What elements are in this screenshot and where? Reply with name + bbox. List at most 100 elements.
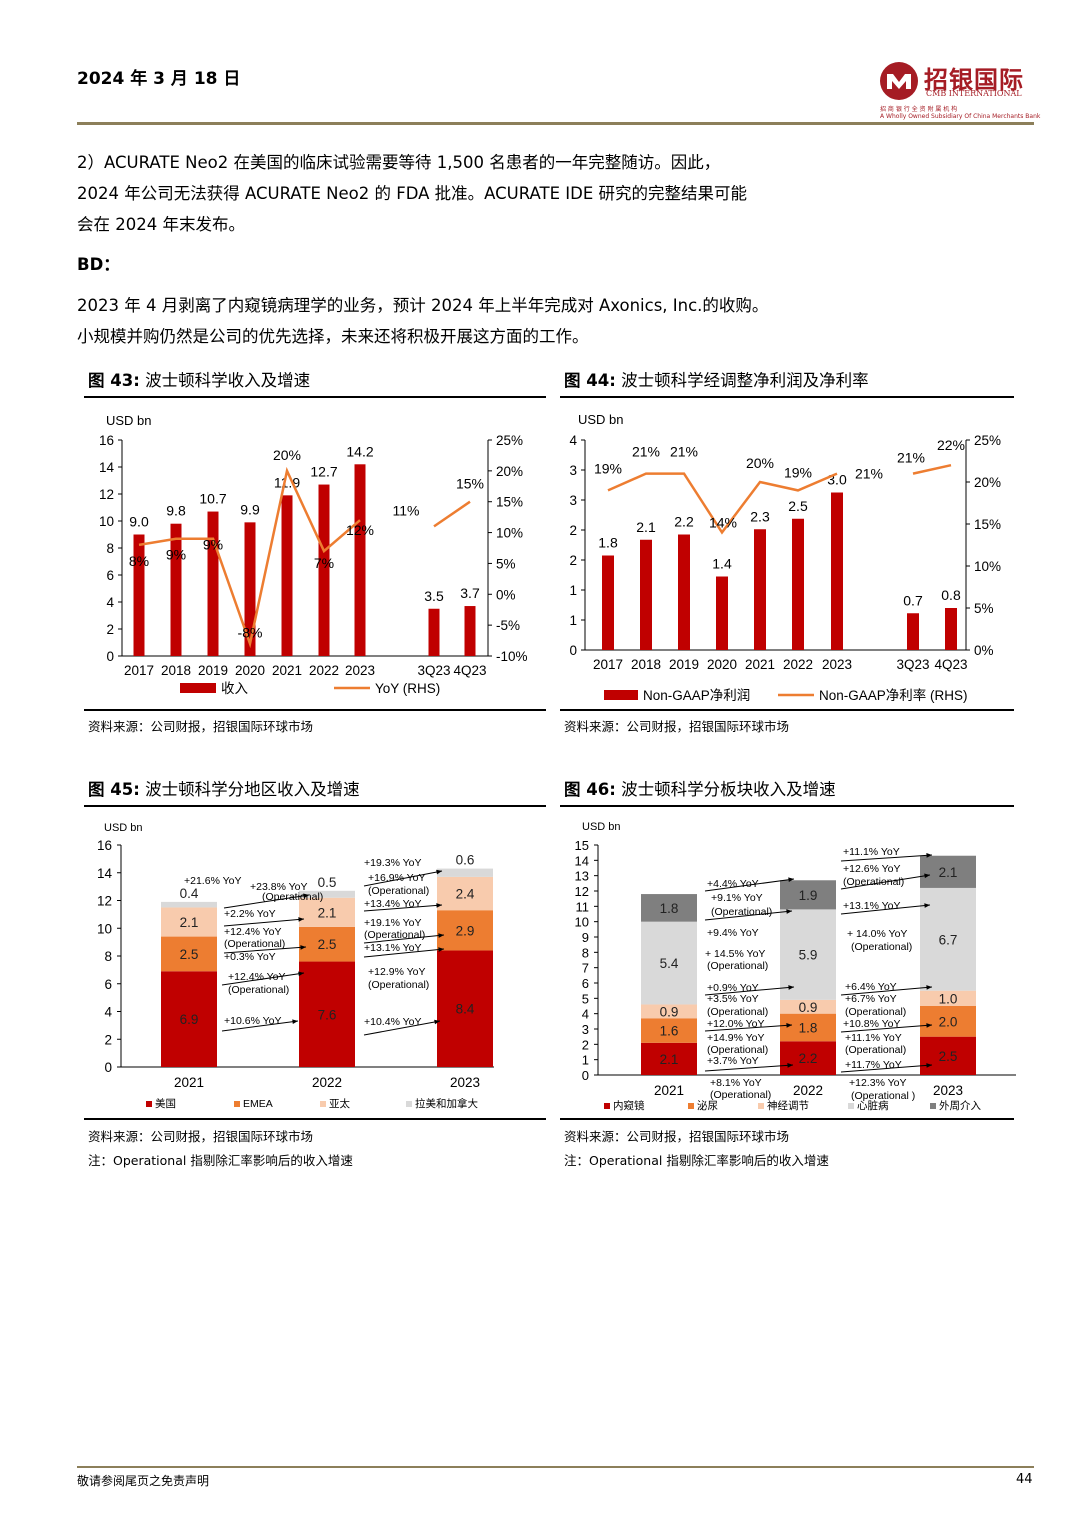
x-tick-label: 2023 — [933, 1083, 963, 1098]
legend-label-bar: Non-GAAP净利润 — [643, 688, 750, 703]
bar — [318, 484, 330, 656]
segment-value-label: 2.5 — [318, 937, 337, 952]
segment-value-label: 0.9 — [799, 1000, 818, 1015]
text-line: 2023 年 4 月剥离了内窥镜病理学的业务，预计 2024 年上半年完成对 A… — [77, 296, 769, 315]
segment-value-label: 2.1 — [180, 915, 199, 930]
growth-arrow — [704, 1064, 794, 1072]
y-tick-label: 3 — [582, 1022, 589, 1037]
growth-arrow — [840, 1064, 933, 1073]
growth-annotation: +11.1% YoY — [843, 846, 900, 858]
figure-45-top-rule — [84, 805, 546, 807]
growth-arrow-head — [298, 971, 304, 977]
segment-value-label: 1.0 — [939, 991, 958, 1006]
figure-45-source: 资料来源：公司财报，招银国际环球市场 — [88, 1129, 314, 1144]
stack-segment — [920, 1036, 976, 1075]
line-value-label: 21% — [897, 450, 925, 466]
stack-segment — [780, 999, 836, 1014]
stack-segment — [920, 855, 976, 888]
stack-segment — [161, 901, 217, 908]
growth-arrow — [704, 986, 795, 996]
growth-annotation: +12.9% YoY — [368, 966, 426, 978]
y-tick-label: 2 — [106, 622, 114, 637]
growth-annotation: +6.7% YoY — [845, 993, 897, 1005]
stack-segment — [641, 1018, 697, 1043]
stack-segment — [299, 926, 355, 962]
bar-value-label: 1.8 — [598, 535, 618, 551]
stack-segment — [299, 897, 355, 927]
growth-arrow-head — [924, 903, 930, 908]
growth-arrow — [704, 910, 793, 921]
segment-value-label: 2.1 — [939, 865, 958, 880]
growth-annotation: (Operational) — [707, 1006, 768, 1018]
paragraph-acurate: 2）ACURATE Neo2 在美国的临床试验需要等待 1,500 名患者的一年… — [77, 147, 747, 240]
x-tick-label: 2023 — [450, 1075, 480, 1090]
bar-value-label: 0.7 — [903, 592, 923, 608]
figure-43-top-rule — [84, 396, 546, 398]
bar — [133, 534, 145, 656]
y-tick-label: 14 — [99, 460, 115, 475]
line-value-label: 11% — [393, 502, 420, 518]
growth-arrow — [363, 904, 443, 912]
bar-value-label: 11.9 — [274, 474, 300, 490]
stack-segment — [161, 971, 217, 1067]
y-tick-label: 11 — [576, 899, 590, 914]
bar-value-label: 12.7 — [310, 464, 337, 480]
growth-annotation: +13.4% YoY — [364, 898, 422, 910]
figure-45-bottom-rule — [84, 1118, 546, 1120]
growth-annotation: +9.1% YoY — [711, 892, 763, 904]
y-tick-label: 12 — [575, 884, 589, 899]
segment-value-label: 0.4 — [180, 886, 199, 901]
line-value-label: 7% — [314, 555, 334, 571]
growth-annotation: +10.6% YoY — [224, 1015, 282, 1027]
growth-arrow-head — [300, 945, 306, 950]
segment-value-label: 5.4 — [660, 956, 679, 971]
y-axis-unit: USD bn — [578, 412, 624, 427]
y2-tick-label: 5% — [974, 601, 994, 616]
y-tick-label: 8 — [106, 541, 114, 556]
y-tick-label: 4 — [582, 1007, 589, 1022]
y2-tick-label: -10% — [496, 649, 528, 664]
growth-arrow — [840, 1024, 933, 1033]
text-line: 小规模并购仍然是公司的优先选择，未来还将积极开展这方面的工作。 — [77, 327, 589, 346]
figure-43-bottom-rule — [84, 709, 546, 711]
bar — [792, 518, 804, 650]
text-line: 2024 年公司无法获得 ACURATE Neo2 的 FDA 批准。ACURA… — [77, 184, 748, 203]
y-tick-label: 5 — [582, 991, 589, 1006]
legend-swatch — [848, 1103, 854, 1109]
figure-43-title: 图 43: 波士顿科学收入及增速 — [88, 371, 311, 390]
bar-value-label: 10.7 — [199, 491, 226, 507]
bar — [207, 511, 219, 656]
y-axis-unit: USD bn — [106, 413, 152, 428]
growth-arrow — [223, 894, 310, 909]
x-tick-label: 2020 — [707, 657, 737, 672]
y2-tick-label: 0% — [496, 587, 516, 602]
x-tick-label: 2022 — [793, 1083, 823, 1098]
stack-segment — [641, 894, 697, 922]
x-tick-label: 2020 — [235, 663, 265, 678]
growth-annotation: (Operational) — [228, 984, 289, 996]
growth-arrow-head — [438, 947, 444, 952]
x-tick-label: 2017 — [593, 657, 623, 672]
y2-tick-label: 25% — [496, 433, 523, 448]
growth-annotation: (Operational) — [843, 876, 904, 888]
growth-arrow-head — [303, 893, 309, 899]
bar-value-label: 9.0 — [129, 514, 149, 530]
ratio-line-annual — [138, 466, 361, 649]
growth-annotation: +10.4% YoY — [364, 1016, 422, 1028]
growth-annotation: (Operational) — [707, 1044, 768, 1056]
y-tick-label: 4 — [106, 595, 114, 610]
x-tick-label: 2021 — [654, 1083, 684, 1098]
growth-arrow — [363, 948, 445, 958]
growth-annotation: +12.4% YoY — [228, 971, 286, 983]
segment-value-label: 1.8 — [799, 1020, 818, 1035]
line-value-label: -8% — [238, 625, 263, 641]
stack-segment — [920, 990, 976, 1006]
growth-annotation: +9.4% YoY — [707, 927, 759, 939]
growth-arrow — [363, 870, 443, 887]
bar-value-label: 9.9 — [240, 501, 260, 517]
y2-tick-label: 15% — [974, 517, 1001, 532]
bar — [678, 534, 690, 650]
growth-arrow-head — [786, 909, 792, 914]
growth-annotation: +13.1% YoY — [364, 942, 422, 954]
growth-annotation: (Operational) — [710, 1089, 771, 1101]
